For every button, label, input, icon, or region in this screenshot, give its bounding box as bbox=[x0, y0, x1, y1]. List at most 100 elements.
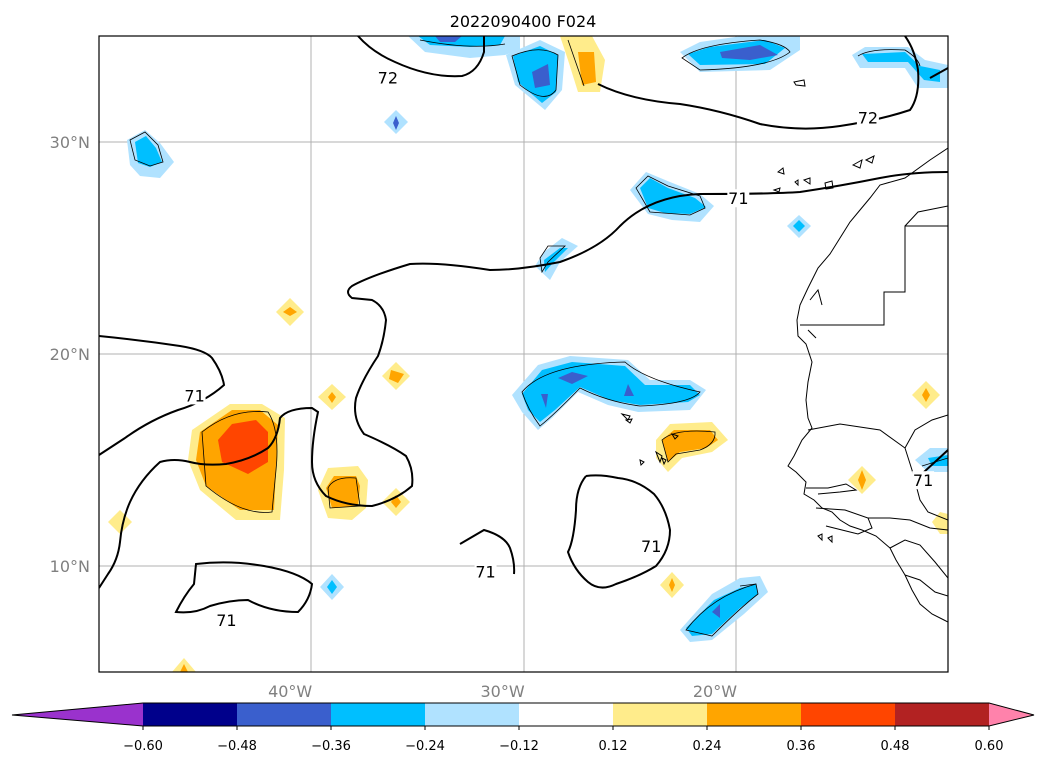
colorbar-tick-label: 0.48 bbox=[881, 739, 910, 754]
contour-71-southwest bbox=[174, 561, 314, 614]
contour-71-south bbox=[566, 474, 672, 589]
sierra-leone-border bbox=[889, 539, 948, 579]
negative-anomaly-core bbox=[435, 36, 462, 42]
positive-anomaly-blob bbox=[391, 495, 401, 508]
thin-contour bbox=[635, 175, 706, 216]
colorbar-segment bbox=[801, 703, 896, 726]
colorbar-segment bbox=[895, 703, 990, 726]
contour-label-bg bbox=[727, 189, 750, 208]
colorbar-segment bbox=[519, 703, 614, 726]
madeira bbox=[772, 187, 781, 193]
colorbar-tick-label: 0.36 bbox=[787, 739, 816, 754]
lon-tick-label: 40°W bbox=[268, 682, 312, 701]
thin-contour bbox=[419, 39, 506, 47]
contour-label: 71 bbox=[913, 471, 933, 490]
bissagos-islands bbox=[817, 533, 833, 544]
colorbar-segment bbox=[613, 703, 708, 726]
negative-anomaly-core bbox=[720, 45, 778, 60]
contour-72-corner bbox=[929, 67, 948, 79]
contour-72-northeast bbox=[597, 36, 920, 130]
contour-label-bg bbox=[640, 536, 663, 555]
negative-anomaly-core bbox=[558, 372, 588, 384]
positive-anomaly-core bbox=[218, 420, 268, 474]
positive-anomaly-blob bbox=[328, 392, 336, 403]
lon-tick-label: 20°W bbox=[693, 682, 737, 701]
positive-anomaly-blob bbox=[180, 664, 188, 672]
contour-71-east bbox=[923, 449, 948, 473]
contour-label-bg bbox=[183, 386, 206, 405]
thin-contour-lines bbox=[129, 39, 948, 637]
contour-label: 71 bbox=[216, 611, 236, 630]
contour-72-north bbox=[357, 36, 485, 78]
contour-labels: 72 72 71 71 71 71 71 71 bbox=[183, 68, 935, 630]
mauritania-border bbox=[904, 205, 948, 227]
figure-title: 2022090400 F024 bbox=[450, 12, 597, 31]
negative-anomaly-blob bbox=[135, 136, 162, 167]
positive-anomaly-blob bbox=[932, 512, 948, 534]
colorbar-ticks: −0.60 −0.48 −0.36 −0.24 −0.12 0.12 0.24 0.36 0.4… bbox=[123, 726, 1003, 754]
azores-island bbox=[793, 79, 806, 87]
contour-label: 71 bbox=[184, 386, 204, 405]
positive-anomaly-blob bbox=[669, 578, 675, 592]
positive-anomaly-blob bbox=[283, 307, 297, 316]
colorbar-segment bbox=[237, 703, 332, 726]
negative-anomaly-blob bbox=[862, 52, 940, 82]
colorbar: −0.60 −0.48 −0.36 −0.24 −0.12 0.12 0.24 0.36 0.4… bbox=[11, 702, 1035, 754]
negative-anomaly-core bbox=[532, 64, 550, 88]
lon-tick-label: 30°W bbox=[480, 682, 524, 701]
map-panel: 72 72 71 71 71 71 71 71 bbox=[98, 35, 949, 673]
negative-anomaly-blob bbox=[544, 248, 568, 272]
thin-contour bbox=[567, 39, 585, 87]
lat-tick-label: 10°N bbox=[50, 557, 90, 576]
contour-label-bg bbox=[856, 108, 879, 127]
colorbar-tick-label: 0.60 bbox=[975, 739, 1004, 754]
colorbar-tick-label: 0.24 bbox=[693, 739, 722, 754]
cape-verde-islands bbox=[620, 413, 679, 467]
negative-anomaly-blob bbox=[793, 220, 805, 232]
thin-contour bbox=[201, 411, 278, 513]
colorbar-tick-label: −0.60 bbox=[123, 739, 163, 754]
colorbar-extend-high bbox=[989, 703, 1034, 726]
positive-anomaly-blob bbox=[389, 370, 404, 383]
guinea-border bbox=[868, 517, 948, 531]
colorbar-segment bbox=[425, 703, 520, 726]
thin-contour bbox=[857, 49, 921, 67]
negative-anomaly-core bbox=[393, 116, 399, 130]
colorbar-segment bbox=[143, 703, 238, 726]
map-frame bbox=[98, 35, 949, 673]
negative-anomaly-core bbox=[541, 394, 548, 408]
contour-71-center bbox=[459, 528, 516, 575]
contour-71-main bbox=[99, 171, 948, 589]
positive-anomaly-blob bbox=[578, 52, 596, 85]
contour-label-bg bbox=[376, 68, 399, 87]
liberia-border bbox=[904, 574, 948, 597]
thin-contour bbox=[511, 49, 559, 97]
contour-label: 71 bbox=[728, 189, 748, 208]
colorbar-segments bbox=[12, 703, 1034, 726]
colorbar-tick-label: −0.48 bbox=[217, 739, 257, 754]
colorbar-tick-label: −0.36 bbox=[311, 739, 351, 754]
negative-anomaly-blob bbox=[327, 580, 337, 594]
thin-contour bbox=[521, 361, 701, 427]
contour-label: 72 bbox=[378, 68, 398, 87]
contour-label-bg bbox=[215, 611, 238, 630]
positive-anomaly-blob bbox=[108, 510, 132, 534]
thin-contour bbox=[327, 477, 361, 509]
colorbar-tick-label: −0.24 bbox=[405, 739, 445, 754]
coast-detail bbox=[807, 288, 823, 339]
bold-contour-lines bbox=[99, 36, 948, 614]
positive-anomaly-blob bbox=[858, 470, 866, 490]
gambia-border bbox=[806, 483, 858, 495]
negative-anomaly-core bbox=[624, 384, 634, 396]
lat-tick-label: 20°N bbox=[50, 345, 90, 364]
senegal-border bbox=[807, 423, 948, 521]
colorbar-segment bbox=[331, 703, 426, 726]
western-sahara-border bbox=[800, 225, 948, 326]
coastlines bbox=[620, 79, 948, 623]
contour-71-mid bbox=[99, 335, 226, 456]
canary-islands bbox=[776, 155, 875, 190]
lat-tick-label: 30°N bbox=[50, 133, 90, 152]
colorbar-extend-low bbox=[12, 703, 143, 726]
contour-label-bg bbox=[474, 562, 497, 581]
africa-coastline bbox=[787, 147, 948, 623]
